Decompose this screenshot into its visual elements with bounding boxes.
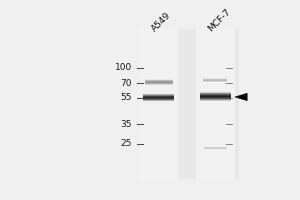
- Text: 55: 55: [121, 93, 132, 102]
- Bar: [203, 78, 227, 79]
- Bar: [200, 92, 231, 93]
- Bar: [145, 81, 173, 82]
- Bar: [145, 84, 173, 85]
- Bar: [141, 29, 239, 179]
- Bar: [143, 101, 174, 102]
- Bar: [196, 29, 235, 179]
- Bar: [145, 82, 173, 83]
- Text: A549: A549: [150, 10, 172, 33]
- Bar: [143, 95, 174, 96]
- Bar: [200, 94, 231, 95]
- Text: 35: 35: [121, 120, 132, 129]
- Text: 25: 25: [121, 139, 132, 148]
- Bar: [143, 97, 174, 98]
- Bar: [200, 98, 231, 99]
- Text: 100: 100: [115, 63, 132, 72]
- Bar: [203, 82, 227, 83]
- Bar: [145, 80, 173, 81]
- Text: 70: 70: [121, 79, 132, 88]
- Bar: [143, 93, 174, 94]
- Bar: [203, 81, 227, 82]
- Bar: [143, 94, 174, 95]
- Bar: [204, 149, 227, 150]
- Bar: [143, 100, 174, 101]
- Bar: [204, 148, 227, 149]
- Bar: [200, 95, 231, 96]
- Bar: [204, 147, 227, 148]
- Bar: [200, 97, 231, 98]
- Bar: [143, 98, 174, 99]
- Bar: [204, 146, 227, 147]
- Bar: [140, 29, 178, 179]
- Bar: [203, 80, 227, 81]
- Bar: [200, 96, 231, 97]
- Bar: [143, 96, 174, 97]
- Bar: [145, 79, 173, 80]
- Bar: [200, 99, 231, 100]
- Bar: [143, 99, 174, 100]
- Bar: [200, 100, 231, 101]
- Bar: [200, 93, 231, 94]
- Polygon shape: [235, 93, 247, 101]
- Bar: [145, 83, 173, 84]
- Bar: [203, 79, 227, 80]
- Text: MCF-7: MCF-7: [206, 7, 232, 33]
